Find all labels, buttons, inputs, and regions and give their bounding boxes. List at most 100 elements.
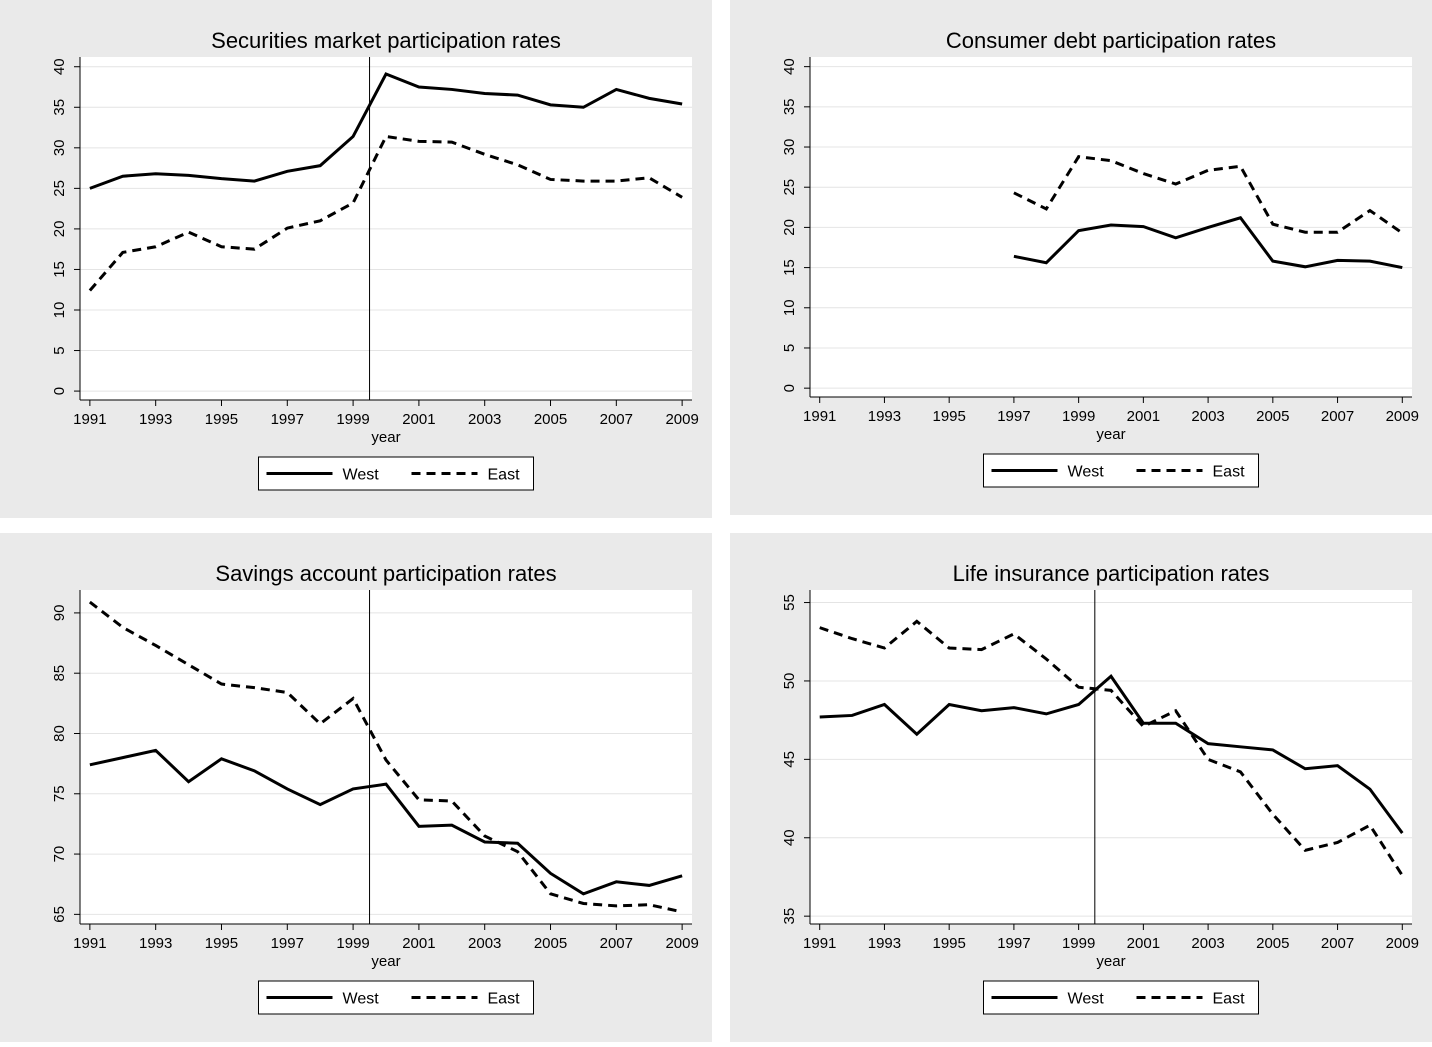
x-tick-label: 2009	[665, 935, 698, 952]
y-tick-label: 10	[51, 302, 68, 319]
x-tick-label: 2003	[1191, 408, 1224, 425]
x-tick-label: 1993	[139, 935, 172, 952]
y-tick-label: 35	[781, 908, 798, 925]
x-tick-label: 1999	[1062, 935, 1095, 952]
x-tick-label: 1997	[997, 408, 1030, 425]
x-tick-label: 2003	[468, 411, 501, 428]
x-tick-label: 2001	[1127, 408, 1160, 425]
x-tick-label: 2007	[1321, 935, 1354, 952]
y-tick-label: 85	[51, 665, 68, 682]
x-tick-label: 1991	[73, 935, 106, 952]
x-axis-label: year	[1096, 426, 1125, 443]
y-tick-label: 80	[51, 725, 68, 742]
x-tick-label: 1993	[868, 408, 901, 425]
x-axis-label: year	[371, 429, 400, 446]
x-tick-label: 1999	[1062, 408, 1095, 425]
x-tick-label: 1999	[336, 935, 369, 952]
series-line	[88, 134, 683, 292]
y-tick-label: 90	[51, 605, 68, 622]
x-axis-label: year	[371, 953, 400, 970]
x-tick-label: 2001	[402, 935, 435, 952]
x-tick-label: 1991	[73, 411, 106, 428]
y-tick-label: 40	[781, 829, 798, 846]
series-line	[819, 674, 1404, 834]
y-tick-label: 15	[781, 259, 798, 276]
panel: 65 70 75 80 85 90 1991 1993 1995 1997 1999 2001 2003…	[0, 533, 712, 1042]
x-tick-label: 2007	[1321, 408, 1354, 425]
y-tick-label: 30	[781, 139, 798, 156]
x-tick-label: 2005	[1256, 935, 1289, 952]
x-tick-label: 1993	[139, 411, 172, 428]
y-tick-label: 35	[781, 98, 798, 115]
y-tick-label: 35	[51, 99, 68, 116]
x-tick-label: 2005	[534, 411, 567, 428]
series-line	[1013, 216, 1403, 270]
y-tick-label: 5	[51, 346, 68, 354]
series-line	[89, 72, 683, 190]
legend-label: West	[1068, 991, 1105, 1008]
chart-title: Life insurance participation rates	[953, 561, 1270, 586]
y-tick-label: 75	[51, 785, 68, 802]
panel: 35 40 45 50 55 1991 1993 1995 1997 1999 2001 2003 20…	[730, 533, 1432, 1042]
y-tick-label: 20	[51, 221, 68, 238]
x-tick-label: 2009	[1386, 408, 1419, 425]
y-tick-label: 65	[51, 906, 68, 923]
y-tick-label: 25	[51, 180, 68, 197]
x-tick-label: 2009	[1386, 935, 1419, 952]
series-line	[88, 600, 683, 914]
panel: 0 5 10 15 20 25 30 35 40 1991 1993 1995 1997 1999 2001…	[0, 0, 712, 518]
chart-title: Savings account participation rates	[215, 561, 556, 586]
y-tick-label: 45	[781, 751, 798, 768]
x-tick-label: 1993	[868, 935, 901, 952]
y-tick-label: 55	[781, 594, 798, 611]
x-tick-label: 2007	[600, 935, 633, 952]
legend-label: East	[1213, 464, 1246, 481]
x-tick-label: 1991	[803, 935, 836, 952]
series-line	[819, 619, 1404, 877]
chart-title: Securities market participation rates	[211, 28, 561, 53]
x-tick-label: 1991	[803, 408, 836, 425]
x-tick-label: 1995	[205, 411, 238, 428]
series-line	[89, 748, 683, 896]
x-tick-label: 2009	[665, 411, 698, 428]
y-tick-label: 0	[51, 387, 68, 395]
y-tick-label: 30	[51, 139, 68, 156]
legend-label: West	[343, 467, 380, 484]
x-tick-label: 2007	[600, 411, 633, 428]
y-tick-label: 20	[781, 219, 798, 236]
x-tick-label: 1995	[932, 935, 965, 952]
y-tick-label: 50	[781, 673, 798, 690]
x-axis-label: year	[1096, 953, 1125, 970]
x-tick-label: 1999	[336, 411, 369, 428]
x-tick-label: 1995	[205, 935, 238, 952]
x-tick-label: 1997	[271, 935, 304, 952]
x-tick-label: 2003	[1191, 935, 1224, 952]
y-tick-label: 15	[51, 261, 68, 278]
y-tick-label: 25	[781, 179, 798, 196]
panel: 0 5 10 15 20 25 30 35 40 1991 1993 1995 1997 1999 2001…	[730, 0, 1432, 515]
y-tick-label: 70	[51, 846, 68, 863]
x-tick-label: 1997	[997, 935, 1030, 952]
x-tick-label: 2003	[468, 935, 501, 952]
x-tick-label: 2001	[1127, 935, 1160, 952]
x-tick-label: 2001	[402, 411, 435, 428]
plot-area	[810, 590, 1412, 924]
chart-title: Consumer debt participation rates	[946, 28, 1276, 53]
x-tick-label: 1995	[932, 408, 965, 425]
y-tick-label: 40	[51, 58, 68, 75]
legend-label: West	[343, 991, 380, 1008]
x-tick-label: 1997	[271, 411, 304, 428]
legend-label: East	[488, 991, 521, 1008]
y-tick-label: 0	[781, 384, 798, 392]
x-tick-label: 2005	[534, 935, 567, 952]
legend-label: East	[1213, 991, 1246, 1008]
y-tick-label: 40	[781, 58, 798, 75]
x-tick-label: 2005	[1256, 408, 1289, 425]
y-tick-label: 10	[781, 299, 798, 316]
legend-label: West	[1068, 464, 1105, 481]
y-tick-label: 5	[781, 344, 798, 352]
legend-label: East	[488, 467, 521, 484]
series-line	[1013, 155, 1404, 235]
